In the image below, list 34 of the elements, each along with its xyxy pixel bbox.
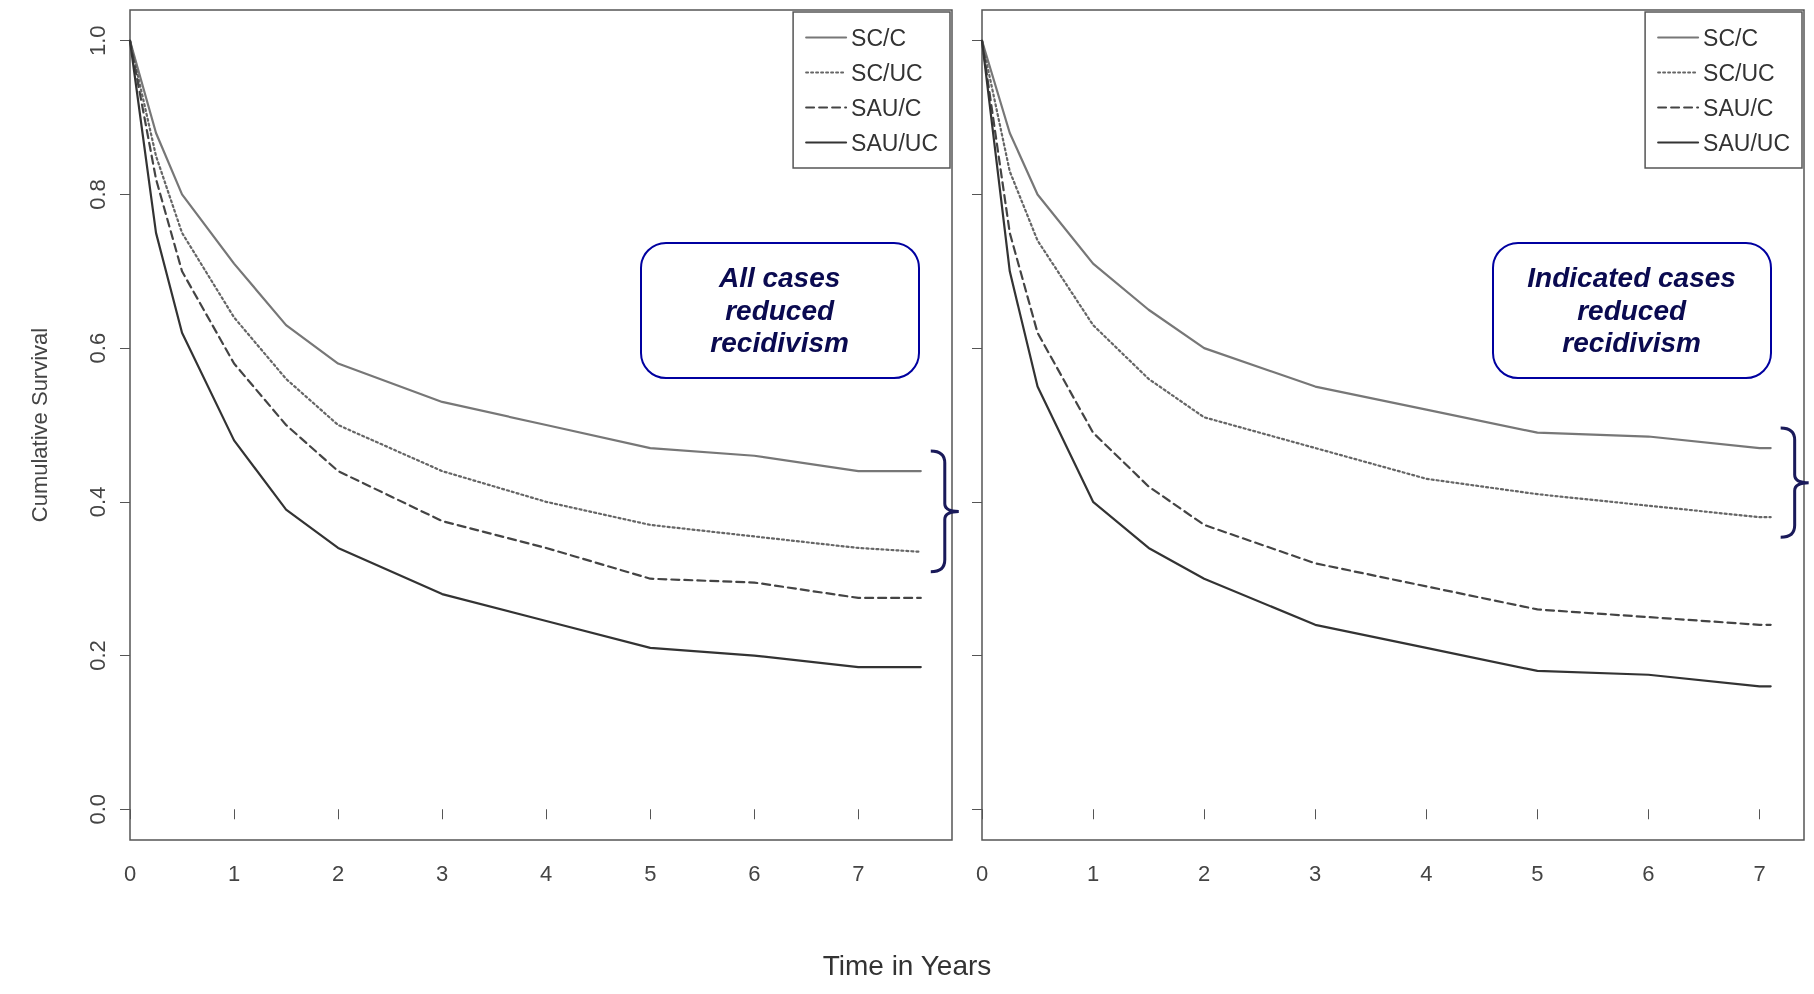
- x-tick-label: 6: [1642, 860, 1655, 886]
- annotation: All cases reduced recidivism: [639, 242, 920, 379]
- y-tick-label: 0.2: [84, 640, 110, 671]
- x-tick-label: 4: [540, 860, 553, 886]
- legend-label: SAU/UC: [1703, 129, 1790, 156]
- legend-label: SAU/UC: [851, 129, 938, 156]
- annotation: Indicated cases reduced recidivism: [1491, 242, 1772, 379]
- legend-label: SC/C: [1703, 24, 1759, 51]
- y-axis-title: Cumulative Survival: [26, 327, 52, 523]
- y-tick-label: 1.0: [84, 25, 110, 57]
- x-tick-label: 5: [1531, 860, 1544, 886]
- x-tick-label: 3: [1309, 860, 1322, 886]
- legend-label: SAU/C: [1703, 94, 1774, 121]
- y-tick-label: 0.8: [84, 179, 110, 210]
- x-tick-label: 1: [227, 860, 241, 886]
- x-tick-label: 6: [748, 860, 761, 886]
- x-tick-label: 0: [975, 860, 989, 886]
- x-tick-label: 5: [644, 860, 657, 886]
- x-tick-label: 2: [1198, 860, 1211, 886]
- x-tick-label: 0: [123, 860, 137, 886]
- x-tick-label: 4: [1420, 860, 1433, 886]
- legend-label: SC/UC: [1703, 59, 1775, 86]
- x-tick-label: 1: [1086, 860, 1100, 886]
- legend-label: SC/UC: [851, 59, 923, 86]
- y-tick-label: 0.0: [84, 793, 110, 825]
- x-tick-label: 7: [1753, 860, 1766, 886]
- legend-label: SAU/C: [851, 94, 922, 121]
- x-tick-label: 3: [436, 860, 449, 886]
- x-axis-title: Time in Years: [821, 950, 993, 982]
- y-tick-label: 0.6: [84, 332, 110, 364]
- y-tick-label: 0.4: [84, 486, 110, 518]
- legend-label: SC/C: [851, 24, 907, 51]
- x-tick-label: 7: [852, 860, 865, 886]
- x-tick-label: 2: [331, 860, 345, 886]
